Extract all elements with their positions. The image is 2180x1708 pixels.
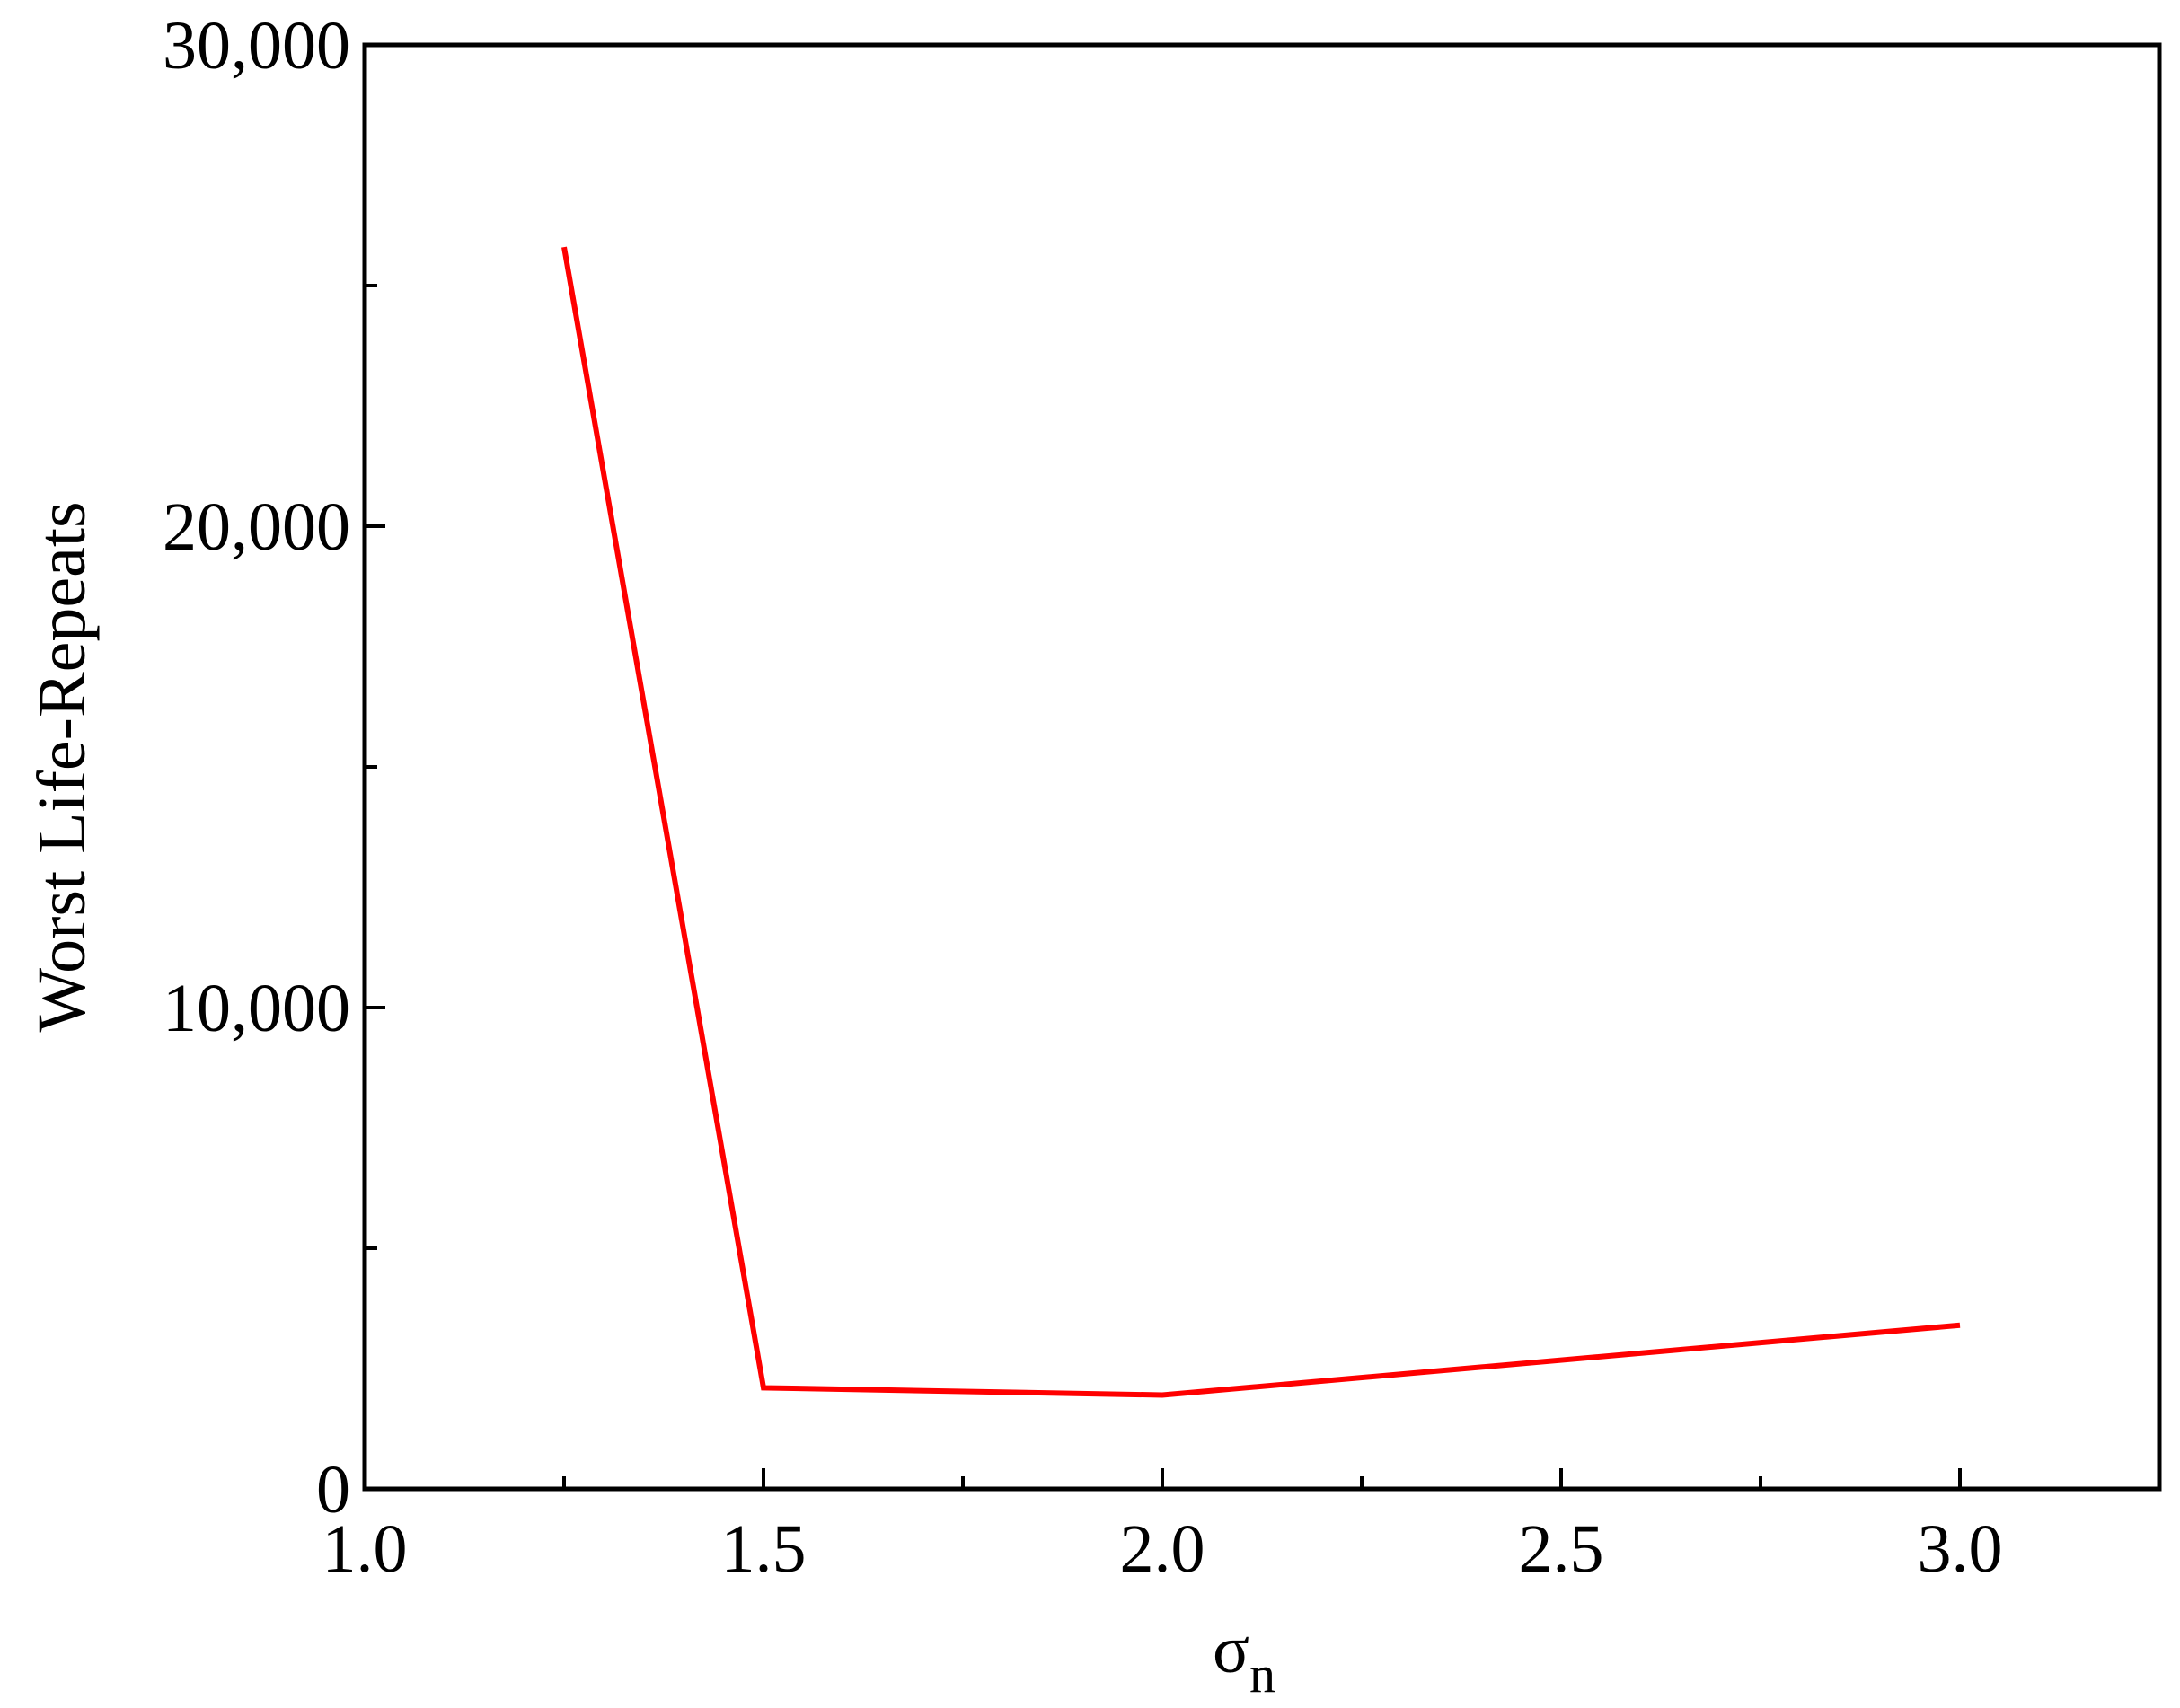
y-tick-label: 0: [316, 1452, 350, 1528]
data-line: [561, 246, 1961, 1398]
x-tick-label: 1.5: [721, 1511, 807, 1587]
x-axis-label-main: σ: [1213, 1612, 1249, 1687]
x-axis-label: σn: [1213, 1612, 1275, 1704]
y-tick-label: 30,000: [163, 8, 350, 84]
plot-frame: [362, 42, 2162, 1492]
y-tick-label: 10,000: [163, 971, 350, 1046]
x-tick-label: 1.0: [322, 1511, 408, 1587]
x-axis-label-subscript: n: [1249, 1645, 1275, 1704]
y-axis-label: Worst Life-Repeats: [24, 501, 100, 1032]
x-tick-label: 2.5: [1519, 1511, 1604, 1587]
x-tick-label: 2.0: [1120, 1511, 1205, 1587]
y-tick-label: 20,000: [163, 489, 350, 565]
x-tick-label: 3.0: [1918, 1511, 2003, 1587]
